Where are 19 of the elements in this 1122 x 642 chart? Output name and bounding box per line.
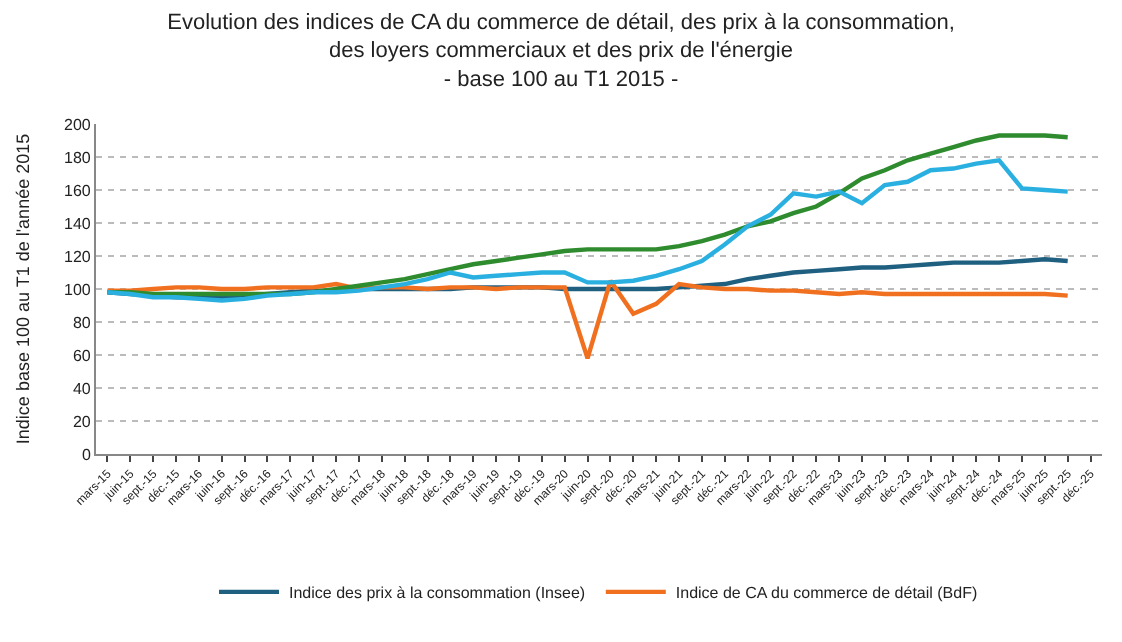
y-tick-label: 120: [64, 247, 92, 266]
y-tick-label: 80: [72, 313, 92, 332]
line-series: [105, 158, 1070, 303]
y-tick-label: 20: [72, 412, 92, 431]
y-tick-label: 160: [64, 181, 92, 200]
y-axis-title: Indice base 100 au T1 de l'année 2015: [12, 133, 33, 445]
legend-label: Indice de CA du commerce de détail (BdF): [675, 584, 978, 603]
y-tick-label: 40: [72, 379, 92, 398]
chart-subtitle: - base 100 au T1 2015 -: [443, 68, 679, 93]
chart-title: Evolution des indices de CA du commerce de détail, des prix à la consommation, des loyers commerciaux et des prix de l'énergie: [167, 10, 955, 64]
y-tick-label: 0: [81, 445, 92, 464]
line-series: [105, 133, 1070, 297]
y-tick-label: 200: [64, 115, 92, 134]
y-tick-label: 60: [72, 346, 92, 365]
y-tick-label: 100: [64, 280, 92, 299]
line-series: [105, 278, 1070, 361]
y-tick-label: 180: [64, 148, 92, 167]
y-tick-label: 140: [64, 214, 92, 233]
legend-label: Indice des prix à la consommation (Insee): [289, 584, 586, 603]
